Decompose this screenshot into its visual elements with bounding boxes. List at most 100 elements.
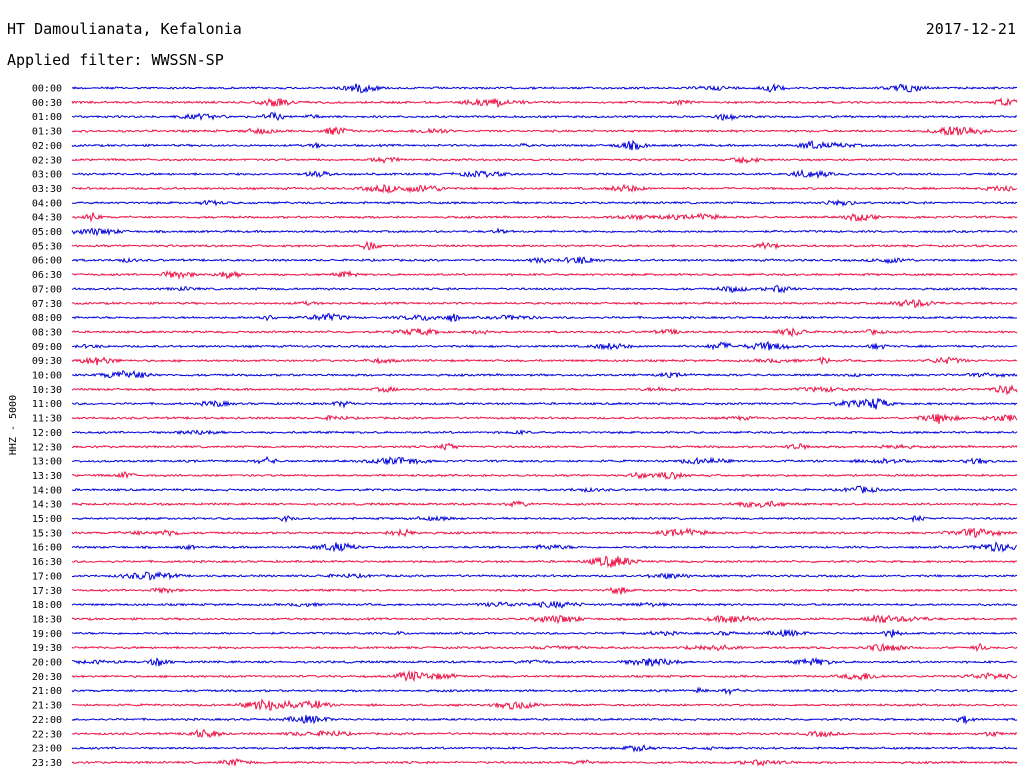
- trace-line: [71, 757, 1018, 767]
- trace-line: [71, 686, 1018, 696]
- trace-line: [71, 313, 1018, 322]
- filter-label: Applied filter: WWSSN-SP: [7, 51, 224, 69]
- row-label: 06:30: [32, 270, 62, 281]
- trace-line: [71, 384, 1018, 396]
- trace-line: [71, 698, 1018, 711]
- row-label: 04:30: [32, 213, 62, 224]
- trace-line: [71, 455, 1018, 465]
- trace-line: [71, 327, 1018, 338]
- trace-line: [71, 714, 1018, 725]
- row-label: 08:30: [32, 327, 62, 338]
- row-label: 18:00: [32, 600, 62, 611]
- trace-line: [71, 369, 1018, 379]
- row-label: 05:00: [32, 227, 62, 238]
- trace-line: [71, 284, 1018, 294]
- trace-line: [71, 97, 1018, 109]
- trace-line: [71, 555, 1018, 569]
- row-label: 03:30: [32, 184, 62, 195]
- record-date: 2017-12-21: [925, 20, 1016, 38]
- trace-line: [71, 669, 1018, 683]
- row-label: 16:30: [32, 557, 62, 568]
- trace-line: [71, 398, 1018, 410]
- row-label: 22:30: [32, 729, 62, 740]
- row-label: 01:00: [32, 112, 62, 123]
- row-label: 12:00: [32, 428, 62, 439]
- trace-line: [71, 470, 1018, 481]
- row-label: 21:00: [32, 686, 62, 697]
- row-label: 19:30: [32, 643, 62, 654]
- trace-line: [71, 586, 1018, 596]
- y-axis-label: HHZ - 5000: [8, 395, 19, 455]
- trace-line: [71, 168, 1018, 180]
- trace-line: [71, 111, 1018, 122]
- trace-line: [71, 442, 1018, 451]
- row-label: 23:30: [32, 758, 62, 769]
- trace-line: [71, 600, 1018, 609]
- row-label: 16:00: [32, 543, 62, 554]
- row-label: 21:30: [32, 701, 62, 712]
- trace-line: [71, 571, 1018, 581]
- row-label: 17:00: [32, 571, 62, 582]
- trace-line: [71, 514, 1018, 524]
- row-label: 10:00: [32, 371, 62, 382]
- row-label: 14:00: [32, 485, 62, 496]
- row-label: 14:30: [32, 500, 62, 511]
- row-label: 07:30: [32, 299, 62, 310]
- trace-line: [71, 628, 1018, 638]
- row-label: 11:30: [32, 414, 62, 425]
- row-label: 19:00: [32, 629, 62, 640]
- trace-line: [71, 541, 1018, 553]
- trace-line: [71, 255, 1018, 265]
- row-label: 20:30: [32, 672, 62, 683]
- row-label: 13:00: [32, 457, 62, 468]
- row-labels: 00:00 00:30 01:00 01:30 02:00 02:30 03:00 03:30…: [32, 84, 62, 769]
- trace-lines: [71, 82, 1018, 767]
- row-label: 23:00: [32, 744, 62, 755]
- row-label: 07:00: [32, 284, 62, 295]
- row-label: 09:00: [32, 342, 62, 353]
- trace-line: [71, 340, 1018, 351]
- trace-line: [71, 656, 1018, 667]
- row-label: 15:30: [32, 528, 62, 539]
- trace-line: [71, 82, 1018, 94]
- trace-line: [71, 198, 1018, 208]
- trace-line: [71, 139, 1018, 151]
- trace-line: [71, 728, 1018, 739]
- row-label: 06:00: [32, 256, 62, 267]
- trace-line: [71, 183, 1018, 195]
- trace-line: [71, 299, 1018, 309]
- row-label: 09:30: [32, 356, 62, 367]
- row-label: 18:30: [32, 614, 62, 625]
- trace-line: [71, 499, 1018, 509]
- trace-line: [71, 413, 1018, 424]
- row-label: 02:30: [32, 155, 62, 166]
- trace-line: [71, 355, 1018, 366]
- trace-line: [71, 614, 1018, 625]
- row-label: 15:00: [32, 514, 62, 525]
- trace-line: [71, 429, 1018, 436]
- trace-line: [71, 212, 1018, 223]
- trace-line: [71, 227, 1018, 237]
- row-label: 17:30: [32, 586, 62, 597]
- row-label: 01:30: [32, 127, 62, 138]
- trace-line: [71, 269, 1018, 280]
- trace-line: [71, 240, 1018, 251]
- row-label: 12:30: [32, 442, 62, 453]
- row-label: 00:30: [32, 98, 62, 109]
- row-label: 02:00: [32, 141, 62, 152]
- trace-line: [71, 485, 1018, 494]
- trace-line: [71, 126, 1018, 136]
- row-label: 20:00: [32, 658, 62, 669]
- trace-line: [71, 527, 1018, 538]
- row-label: 00:00: [32, 84, 62, 95]
- row-label: 10:30: [32, 385, 62, 396]
- row-label: 08:00: [32, 313, 62, 324]
- row-label: 05:30: [32, 241, 62, 252]
- trace-line: [71, 155, 1018, 165]
- row-label: 04:00: [32, 198, 62, 209]
- row-label: 22:00: [32, 715, 62, 726]
- trace-line: [71, 642, 1018, 653]
- row-label: 13:30: [32, 471, 62, 482]
- station-title: HT Damoulianata, Kefalonia: [7, 20, 242, 38]
